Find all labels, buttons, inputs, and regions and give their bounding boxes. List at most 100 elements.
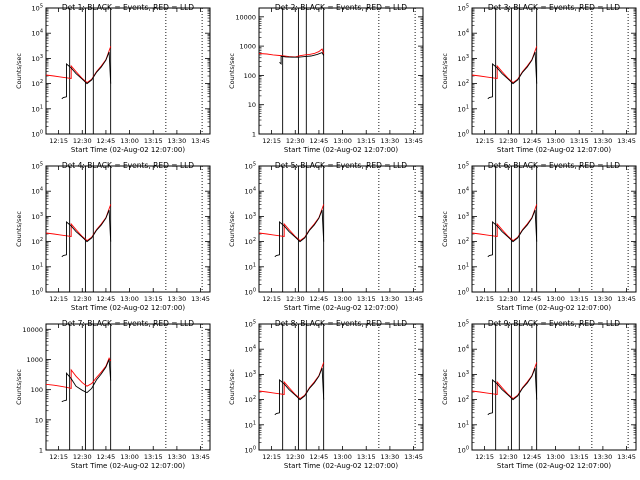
- y-tick-label: 101: [32, 262, 43, 271]
- x-tick-label: 13:15: [570, 295, 589, 303]
- x-tick-label: 12:15: [262, 295, 281, 303]
- plot-frame: [258, 165, 424, 293]
- y-tick-label: 100: [32, 130, 43, 139]
- plot-title: Det 5: BLACK = Events, RED = LLD: [275, 161, 407, 170]
- x-tick-label: 13:00: [333, 295, 352, 303]
- y-tick-label: 104: [458, 29, 469, 38]
- plot-frame: [258, 7, 424, 135]
- series-line-lld: [258, 362, 325, 400]
- x-tick-label: 12:15: [475, 137, 494, 145]
- panel-det-5: Det 5: BLACK = Events, RED = LLD 12:15 12:…: [228, 161, 424, 312]
- y-tick-label: 10: [248, 101, 256, 109]
- y-tick-label: 103: [458, 212, 469, 221]
- plot-frame: [471, 165, 637, 293]
- x-axis-label: Start Time (02-Aug-02 12:07:00): [497, 304, 611, 312]
- series-line-lld: [45, 46, 112, 84]
- series-line-events: [61, 209, 112, 258]
- x-tick-label: 13:45: [404, 453, 423, 461]
- x-tick-label: 13:30: [381, 453, 400, 461]
- y-tick-label: 101: [458, 262, 469, 271]
- x-tick-label: 13:45: [191, 137, 210, 145]
- y-tick-label: 100: [31, 386, 43, 394]
- y-tick-label: 102: [32, 79, 43, 88]
- series-line-lld: [258, 204, 325, 242]
- x-axis-label: Start Time (02-Aug-02 12:07:00): [284, 462, 398, 470]
- series-line-events: [279, 52, 325, 65]
- y-tick-label: 102: [458, 237, 469, 246]
- panel-det-3: Det 3: BLACK = Events, RED = LLD 12:15 12:…: [441, 3, 637, 154]
- series-line-lld: [471, 362, 538, 400]
- x-axis-label: Start Time (02-Aug-02 12:07:00): [284, 146, 398, 154]
- plot-title: Det 1: BLACK = Events, RED = LLD: [62, 3, 194, 12]
- y-tick-label: 100: [244, 72, 256, 80]
- y-tick-label: 101: [245, 262, 256, 271]
- y-tick-label: 103: [32, 54, 43, 63]
- y-tick-label: 10000: [235, 13, 256, 21]
- panel-det-1: Det 1: BLACK = Events, RED = LLD 12:15 12:…: [15, 3, 211, 154]
- x-tick-label: 12:30: [499, 137, 518, 145]
- plot-frame: [471, 323, 637, 451]
- series-line-events: [61, 359, 112, 403]
- y-tick-label: 105: [245, 162, 256, 171]
- y-axis-label: Counts/sec: [441, 211, 449, 247]
- x-tick-label: 13:45: [404, 295, 423, 303]
- series-line-events: [487, 51, 538, 100]
- y-tick-label: 102: [245, 237, 256, 246]
- x-tick-label: 13:15: [570, 137, 589, 145]
- y-tick-label: 1000: [239, 43, 256, 51]
- y-axis-label: Counts/sec: [441, 369, 449, 405]
- x-axis-label: Start Time (02-Aug-02 12:07:00): [71, 304, 185, 312]
- x-tick-label: 13:00: [546, 295, 565, 303]
- panel-det-2: Det 2: BLACK = Events, RED = LLD 12:15 12:…: [228, 3, 424, 154]
- y-tick-label: 103: [32, 212, 43, 221]
- x-tick-label: 12:30: [499, 295, 518, 303]
- series-line-lld: [471, 204, 538, 242]
- series-line-events: [61, 51, 112, 100]
- y-tick-label: 100: [32, 288, 43, 297]
- x-tick-label: 13:45: [617, 137, 636, 145]
- x-tick-label: 13:30: [381, 137, 400, 145]
- y-tick-label: 1: [39, 447, 43, 455]
- x-tick-label: 13:00: [333, 453, 352, 461]
- x-tick-label: 12:30: [286, 295, 305, 303]
- plot-frame: [45, 323, 211, 451]
- y-axis-label: Counts/sec: [228, 53, 236, 89]
- plot-title: Det 7: BLACK = Events, RED = LLD: [62, 319, 194, 328]
- x-tick-label: 13:30: [594, 453, 613, 461]
- y-tick-label: 100: [458, 288, 469, 297]
- plot-title: Det 2: BLACK = Events, RED = LLD: [275, 3, 407, 12]
- x-tick-label: 13:15: [357, 453, 376, 461]
- y-axis-label: Counts/sec: [15, 211, 23, 247]
- y-tick-label: 105: [458, 320, 469, 329]
- plot-title: Det 8: BLACK = Events, RED = LLD: [275, 319, 407, 328]
- y-tick-label: 100: [245, 288, 256, 297]
- panel-det-7: Det 7: BLACK = Events, RED = LLD 12:15 12:…: [15, 319, 211, 470]
- x-tick-label: 13:15: [357, 295, 376, 303]
- x-tick-label: 12:30: [286, 453, 305, 461]
- x-tick-label: 13:15: [357, 137, 376, 145]
- x-tick-label: 12:30: [499, 453, 518, 461]
- x-tick-label: 12:15: [49, 295, 68, 303]
- x-tick-label: 13:00: [333, 137, 352, 145]
- series-line-lld: [45, 204, 112, 242]
- x-tick-label: 13:00: [120, 453, 139, 461]
- x-tick-label: 12:45: [310, 137, 329, 145]
- x-tick-label: 13:45: [404, 137, 423, 145]
- x-tick-label: 13:30: [168, 295, 187, 303]
- x-tick-label: 13:15: [570, 453, 589, 461]
- panel-det-6: Det 6: BLACK = Events, RED = LLD 12:15 12:…: [441, 161, 637, 312]
- x-axis-label: Start Time (02-Aug-02 12:07:00): [497, 462, 611, 470]
- x-tick-label: 13:00: [546, 453, 565, 461]
- x-axis-label: Start Time (02-Aug-02 12:07:00): [71, 146, 185, 154]
- x-axis-label: Start Time (02-Aug-02 12:07:00): [497, 146, 611, 154]
- y-tick-label: 102: [458, 79, 469, 88]
- y-tick-label: 105: [32, 4, 43, 13]
- y-tick-label: 104: [458, 187, 469, 196]
- y-tick-label: 10: [35, 416, 43, 424]
- y-tick-label: 100: [458, 130, 469, 139]
- y-tick-label: 105: [458, 4, 469, 13]
- x-tick-label: 12:45: [523, 453, 542, 461]
- y-axis-label: Counts/sec: [441, 53, 449, 89]
- x-tick-label: 13:15: [144, 295, 163, 303]
- x-tick-label: 13:30: [594, 295, 613, 303]
